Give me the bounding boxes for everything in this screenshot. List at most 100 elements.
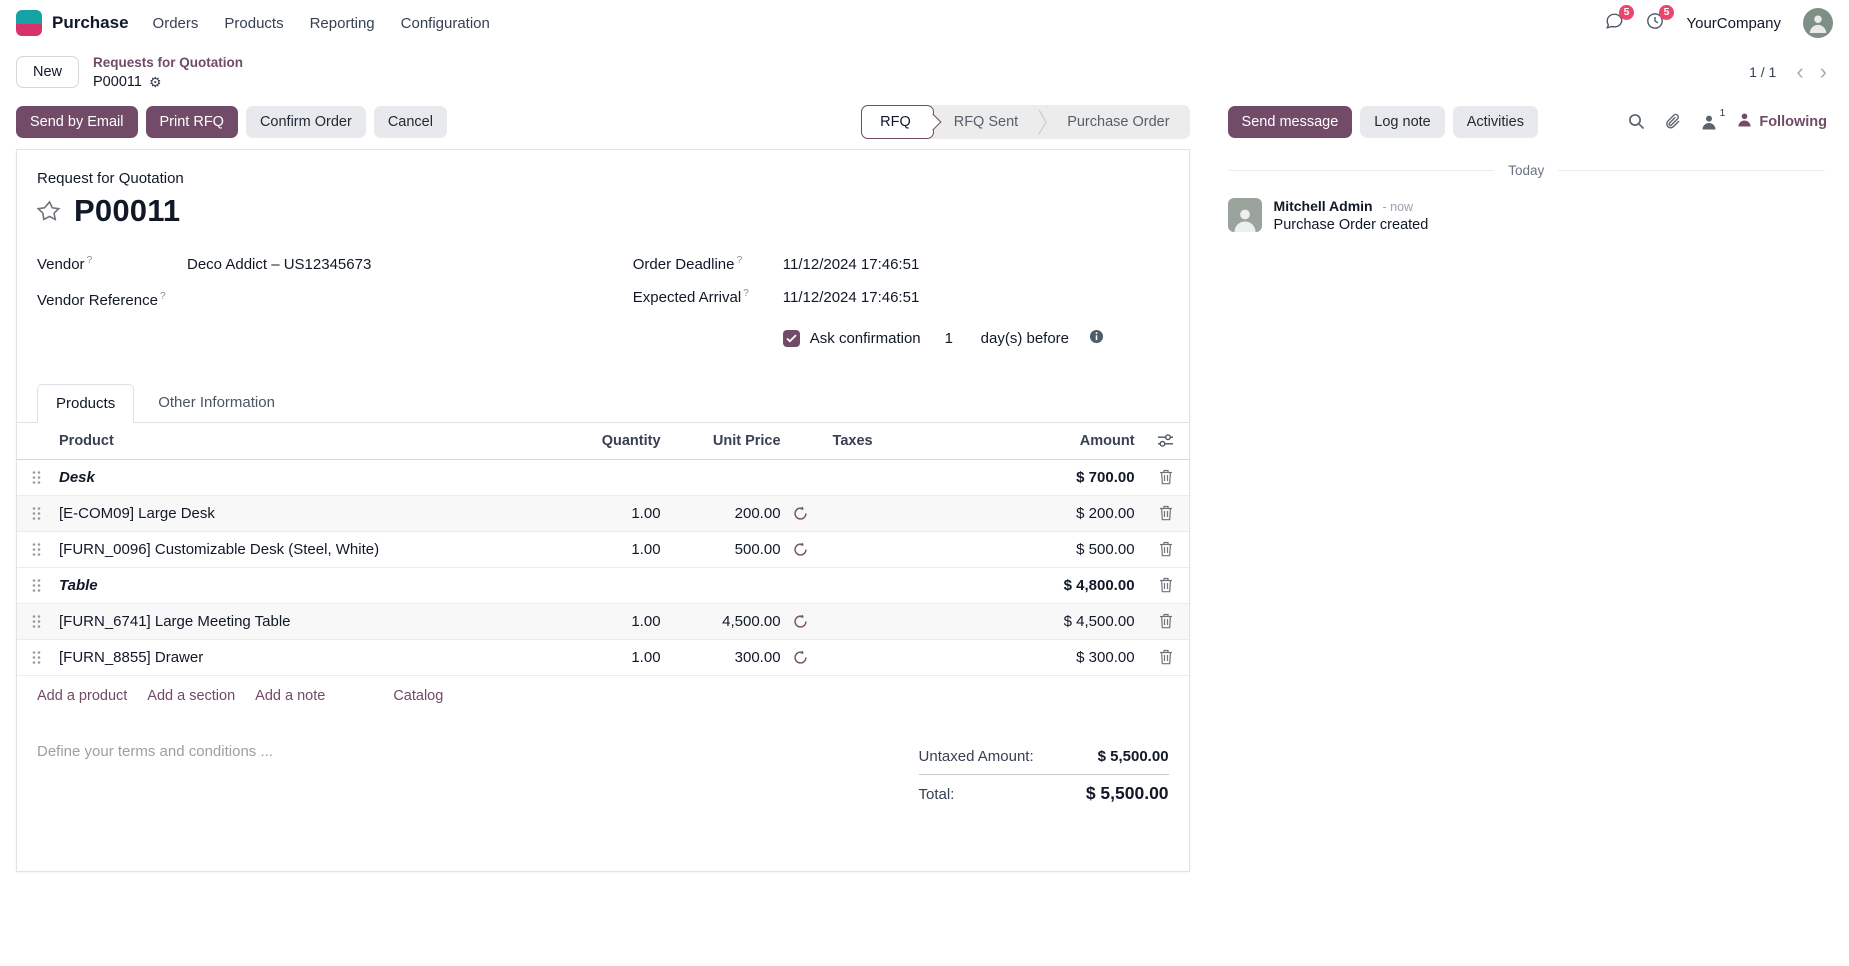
- vendor-reference-value[interactable]: [187, 287, 573, 305]
- price-history-icon[interactable]: [785, 650, 823, 665]
- following-toggle-button[interactable]: Following: [1737, 112, 1827, 131]
- followers-count: 1: [1719, 106, 1726, 119]
- table-row[interactable]: [FURN_6741] Large Meeting Table 1.00 4,5…: [17, 603, 1189, 640]
- confirm-order-button[interactable]: Confirm Order: [245, 105, 366, 138]
- activities-schedule-button[interactable]: Activities: [1452, 105, 1538, 138]
- delete-row-icon[interactable]: [1143, 613, 1189, 629]
- table-section-row[interactable]: Desk $ 700.00: [17, 460, 1189, 496]
- followers-button[interactable]: 1: [1701, 107, 1725, 130]
- section-name[interactable]: Table: [59, 576, 98, 594]
- statusbar-step-rfq-sent[interactable]: RFQ Sent: [953, 113, 1019, 130]
- nav-menu-configuration[interactable]: Configuration: [400, 14, 490, 32]
- quantity-value[interactable]: 1.00: [631, 504, 661, 522]
- drag-handle-icon[interactable]: [17, 614, 55, 629]
- user-avatar[interactable]: [1803, 8, 1833, 38]
- chatter-panel: Today Mitchell Admin - now Purchase Orde…: [1206, 149, 1849, 233]
- terms-and-conditions-input[interactable]: Define your terms and conditions ...: [37, 742, 273, 760]
- delete-row-icon[interactable]: [1143, 469, 1189, 485]
- amount-value: $ 500.00: [1076, 540, 1135, 558]
- top-nav-bar: Purchase Orders Products Reporting Confi…: [0, 0, 1849, 46]
- section-amount: $ 700.00: [1076, 468, 1135, 486]
- quantity-value[interactable]: 1.00: [631, 648, 661, 666]
- unit-price-value[interactable]: 300.00: [734, 648, 781, 666]
- log-note-button[interactable]: Log note: [1360, 105, 1445, 138]
- app-switcher[interactable]: Purchase: [16, 10, 129, 36]
- message-author[interactable]: Mitchell Admin: [1273, 197, 1373, 214]
- unit-price-value[interactable]: 4,500.00: [722, 612, 781, 630]
- table-row[interactable]: [FURN_8855] Drawer 1.00 300.00 $ 300.00: [17, 640, 1189, 676]
- product-name[interactable]: [FURN_0096] Customizable Desk (Steel, Wh…: [59, 540, 380, 558]
- amount-value: $ 200.00: [1076, 504, 1135, 522]
- tab-products[interactable]: Products: [37, 383, 135, 423]
- nav-menu-products[interactable]: Products: [224, 14, 284, 32]
- tab-other-information[interactable]: Other Information: [158, 393, 275, 411]
- nav-menu-orders[interactable]: Orders: [152, 14, 199, 32]
- statusbar-step-rfq[interactable]: RFQ: [861, 104, 934, 139]
- unit-price-value[interactable]: 500.00: [734, 540, 781, 558]
- price-history-icon[interactable]: [785, 542, 823, 557]
- untaxed-amount-label: Untaxed Amount:: [918, 747, 1034, 765]
- delete-row-icon[interactable]: [1143, 577, 1189, 593]
- send-message-button[interactable]: Send message: [1227, 105, 1353, 138]
- add-note-link[interactable]: Add a note: [255, 687, 326, 704]
- send-by-email-button[interactable]: Send by Email: [16, 105, 138, 138]
- chatter-message: Mitchell Admin - now Purchase Order crea…: [1227, 197, 1825, 233]
- print-rfq-button[interactable]: Print RFQ: [145, 105, 238, 138]
- header-taxes: Taxes: [832, 432, 873, 449]
- drag-handle-icon[interactable]: [17, 650, 55, 665]
- delete-row-icon[interactable]: [1143, 505, 1189, 521]
- order-deadline-value[interactable]: 11/12/2024 17:46:51: [782, 255, 920, 273]
- following-user-icon: [1737, 112, 1752, 131]
- document-type-label: Request for Quotation: [37, 169, 184, 187]
- search-messages-icon[interactable]: [1628, 113, 1645, 130]
- chatter-controls: Send message Log note Activities 1 Follo…: [1206, 105, 1849, 138]
- ask-confirmation-field: Ask confirmation 1 day(s) before: [633, 313, 1169, 364]
- statusbar-step-purchase-order[interactable]: Purchase Order: [1067, 113, 1170, 130]
- order-lines-table: Product Quantity Unit Price Taxes Amount…: [17, 423, 1189, 717]
- section-name[interactable]: Desk: [59, 468, 95, 486]
- company-switcher[interactable]: YourCompany: [1686, 14, 1781, 32]
- price-history-icon[interactable]: [785, 614, 823, 629]
- table-row[interactable]: [E-COM09] Large Desk 1.00 200.00 $ 200.0…: [17, 495, 1189, 532]
- attachments-paperclip-icon[interactable]: [1665, 113, 1681, 130]
- header-product: Product: [59, 432, 114, 449]
- pager-next-button[interactable]: ›: [1814, 61, 1833, 83]
- drag-handle-icon[interactable]: [17, 506, 55, 521]
- delete-row-icon[interactable]: [1143, 541, 1189, 557]
- quantity-value[interactable]: 1.00: [631, 612, 661, 630]
- product-name[interactable]: [E-COM09] Large Desk: [59, 504, 215, 522]
- breadcrumb-parent-link[interactable]: Requests for Quotation: [93, 55, 244, 70]
- add-product-link[interactable]: Add a product: [37, 687, 128, 704]
- nav-menu-reporting[interactable]: Reporting: [309, 14, 375, 32]
- messages-button[interactable]: 5: [1605, 5, 1635, 34]
- action-menu-gear-icon[interactable]: ⚙: [148, 73, 162, 90]
- section-amount: $ 4,800.00: [1063, 576, 1135, 594]
- unit-price-value[interactable]: 200.00: [734, 504, 781, 522]
- totals-block: Untaxed Amount: $ 5,500.00 Total: $ 5,50…: [918, 743, 1169, 809]
- activities-button[interactable]: 5: [1646, 5, 1675, 34]
- delete-row-icon[interactable]: [1143, 649, 1189, 665]
- drag-handle-icon[interactable]: [17, 542, 55, 557]
- table-section-row[interactable]: Table $ 4,800.00: [17, 568, 1189, 604]
- drag-handle-icon[interactable]: [17, 578, 55, 593]
- price-history-icon[interactable]: [785, 506, 823, 521]
- page-title: P00011: [74, 192, 181, 228]
- product-name[interactable]: [FURN_8855] Drawer: [59, 648, 204, 666]
- cancel-button[interactable]: Cancel: [373, 105, 447, 138]
- quantity-value[interactable]: 1.00: [631, 540, 661, 558]
- vendor-value[interactable]: Deco Addict – US12345673: [187, 255, 372, 273]
- product-name[interactable]: [FURN_6741] Large Meeting Table: [59, 612, 291, 630]
- drag-handle-icon[interactable]: [17, 470, 55, 485]
- catalog-link[interactable]: Catalog: [393, 687, 444, 704]
- new-button[interactable]: New: [16, 56, 80, 89]
- add-section-link[interactable]: Add a section: [147, 687, 236, 704]
- confirmation-days-input[interactable]: 1: [944, 329, 953, 347]
- control-panel: Send by Email Print RFQ Confirm Order Ca…: [0, 104, 1849, 139]
- pager-previous-button[interactable]: ‹: [1790, 61, 1809, 83]
- table-row[interactable]: [FURN_0096] Customizable Desk (Steel, Wh…: [17, 532, 1189, 568]
- column-settings-icon[interactable]: [1143, 433, 1189, 448]
- favorite-star-icon[interactable]: [37, 199, 62, 223]
- activity-clock-icon: [1646, 12, 1664, 34]
- expected-arrival-value[interactable]: 11/12/2024 17:46:51: [782, 288, 920, 306]
- ask-confirmation-checkbox[interactable]: [782, 329, 800, 347]
